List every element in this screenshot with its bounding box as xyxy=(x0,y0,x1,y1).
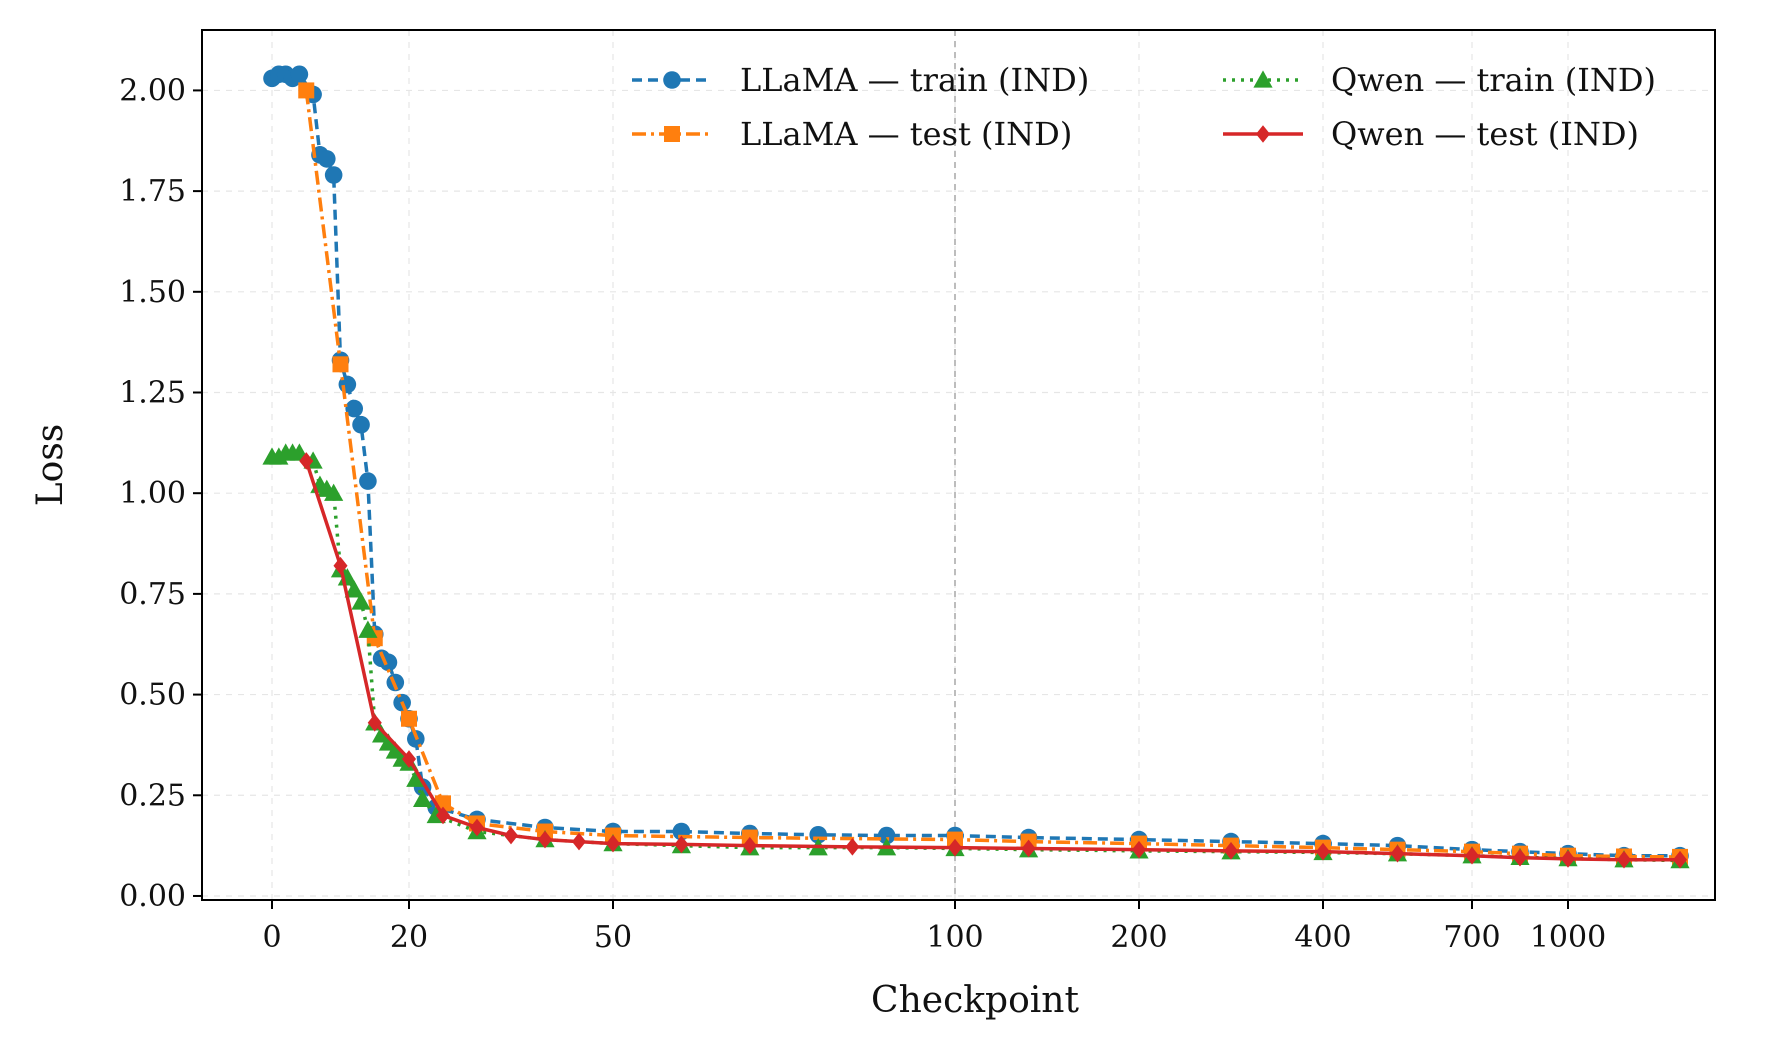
legend-marker-swatch xyxy=(663,71,681,89)
data-point xyxy=(324,483,344,501)
x-axis-ticks: 0 20 50 100 200 400 700 1000 xyxy=(262,900,1606,955)
data-point xyxy=(1223,842,1239,860)
data-point xyxy=(1672,850,1688,869)
legend-label: LLaMA — test (IND) xyxy=(740,115,1072,153)
data-point xyxy=(359,472,377,490)
series-2 xyxy=(262,443,1690,869)
legend-entry: LLaMA — train (IND) xyxy=(632,61,1089,99)
legend: LLaMA — train (IND) LLaMA — test (IND) Qwe… xyxy=(632,61,1656,153)
data-point xyxy=(537,830,553,849)
series-0 xyxy=(263,65,1689,865)
legend-marker-swatch xyxy=(1255,125,1271,143)
data-point xyxy=(324,166,343,184)
data-point xyxy=(1315,842,1331,861)
data-point xyxy=(367,713,382,732)
x-axis-label: Checkpoint xyxy=(871,980,1079,1021)
data-point xyxy=(1560,850,1576,868)
data-point xyxy=(742,836,757,855)
y-axis-label: Loss xyxy=(30,424,71,507)
y-tick-label: 0.50 xyxy=(119,678,186,713)
data-point xyxy=(344,580,364,598)
data-point xyxy=(318,150,336,168)
series-line xyxy=(304,90,1681,859)
data-point xyxy=(358,620,378,638)
series-3 xyxy=(299,452,1688,869)
data-point xyxy=(401,710,417,727)
data-point xyxy=(333,556,348,575)
data-point xyxy=(1616,850,1632,869)
data-point xyxy=(413,789,433,807)
data-point xyxy=(401,750,417,768)
data-point xyxy=(469,818,485,837)
data-point xyxy=(1131,840,1147,859)
data-point xyxy=(1021,839,1036,858)
y-tick-label: 1.00 xyxy=(119,476,186,511)
data-point xyxy=(299,452,314,470)
y-tick-label: 1.50 xyxy=(119,275,186,310)
data-point xyxy=(1512,848,1528,867)
data-point xyxy=(605,834,621,853)
y-tick-label: 0.25 xyxy=(119,778,186,813)
series-layer xyxy=(262,65,1690,869)
series-line xyxy=(272,451,1681,863)
data-point xyxy=(435,806,451,825)
data-point xyxy=(1464,846,1480,865)
legend-marker-swatch xyxy=(1253,70,1273,88)
x-tick-label: 1000 xyxy=(1530,920,1606,955)
legend-marker-swatch xyxy=(664,126,680,142)
y-axis-ticks: 0.00 0.25 0.50 0.75 1.00 1.25 1.50 1.75 2.00 xyxy=(119,73,202,914)
legend-label: LLaMA — train (IND) xyxy=(740,61,1089,99)
x-tick-label: 200 xyxy=(1110,920,1167,955)
data-point xyxy=(332,356,349,373)
data-point xyxy=(352,415,370,434)
legend-label: Qwen — train (IND) xyxy=(1331,61,1656,99)
data-point xyxy=(298,82,315,99)
x-tick-label: 700 xyxy=(1443,920,1500,955)
plot-frame xyxy=(201,29,1716,901)
series-line xyxy=(304,460,1680,862)
legend-entry: Qwen — test (IND) xyxy=(1223,115,1639,153)
x-tick-label: 50 xyxy=(594,920,632,955)
data-point xyxy=(345,399,364,418)
data-point xyxy=(947,838,963,857)
x-tick-label: 20 xyxy=(390,920,428,955)
legend-entry: LLaMA — test (IND) xyxy=(632,115,1072,153)
data-point xyxy=(877,826,896,845)
data-point xyxy=(1390,844,1405,863)
x-tick-label: 100 xyxy=(926,920,983,955)
legend-entry: Qwen — train (IND) xyxy=(1223,61,1656,99)
y-tick-label: 2.00 xyxy=(119,73,186,108)
data-point xyxy=(674,835,689,854)
y-tick-label: 0.00 xyxy=(119,879,186,914)
data-point xyxy=(845,838,860,856)
y-tick-label: 1.75 xyxy=(119,174,186,209)
x-tick-label: 400 xyxy=(1294,920,1351,955)
legend-label: Qwen — test (IND) xyxy=(1331,115,1639,153)
data-point xyxy=(503,826,519,845)
series-1 xyxy=(298,82,1688,865)
y-tick-label: 1.25 xyxy=(119,376,186,411)
data-point xyxy=(406,769,426,787)
y-tick-label: 0.75 xyxy=(119,577,186,612)
data-point xyxy=(351,592,371,610)
data-point xyxy=(571,832,587,851)
data-point xyxy=(290,65,309,84)
x-tick-label: 0 xyxy=(262,920,281,955)
